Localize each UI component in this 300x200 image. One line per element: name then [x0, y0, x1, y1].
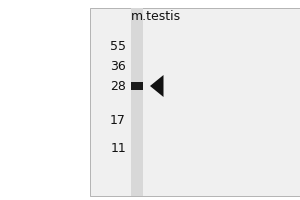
Bar: [130, 8, 142, 196]
Text: 28: 28: [110, 80, 126, 92]
Text: 17: 17: [110, 114, 126, 127]
Bar: [90, 8, 300, 196]
Text: 55: 55: [110, 40, 126, 52]
Bar: [130, 82, 142, 90]
Text: 11: 11: [110, 142, 126, 154]
Text: 36: 36: [110, 60, 126, 72]
Text: m.testis: m.testis: [131, 9, 181, 22]
Polygon shape: [150, 75, 164, 97]
